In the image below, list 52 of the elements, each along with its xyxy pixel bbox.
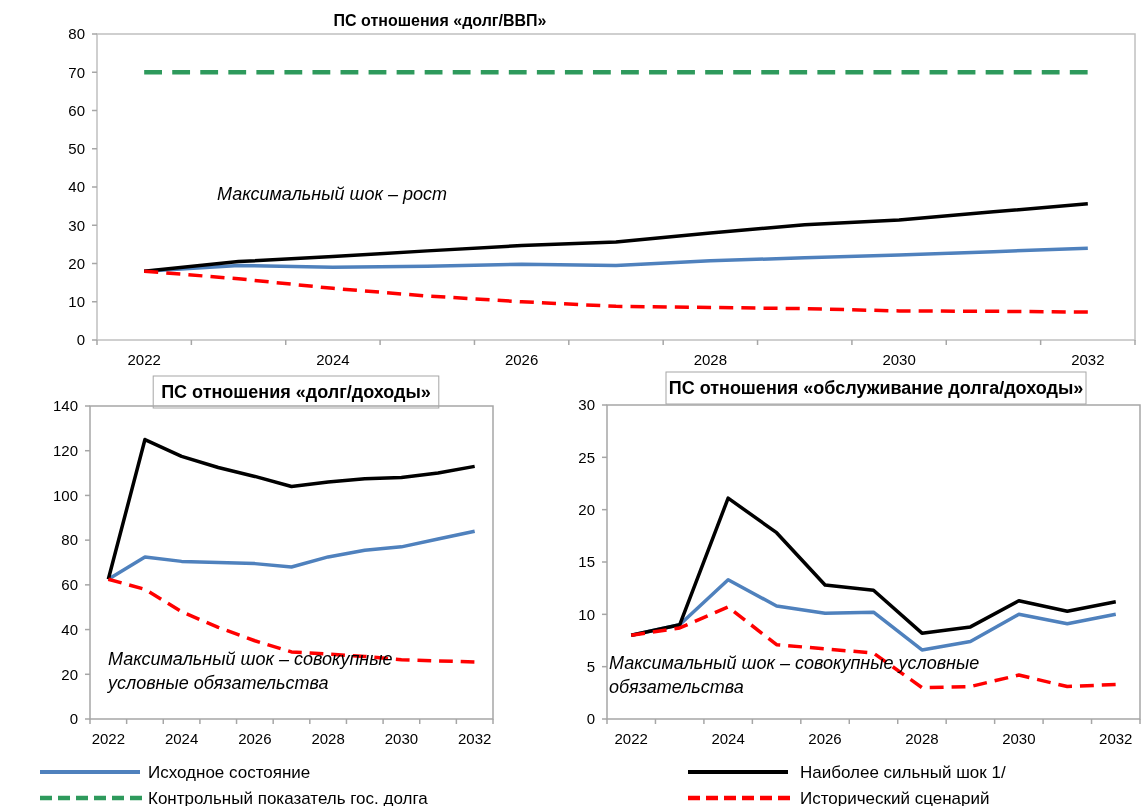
legend-label: Исходное состояние	[148, 762, 311, 782]
x-tick-label: 2022	[614, 730, 648, 747]
x-tick-label: 2030	[882, 351, 916, 368]
x-tick-label: 2032	[1099, 730, 1133, 747]
y-tick-label: 70	[68, 63, 85, 81]
x-tick-label: 2028	[905, 730, 939, 747]
y-tick-label: 30	[68, 216, 85, 234]
x-tick-label: 2024	[711, 730, 745, 747]
y-tick-label: 0	[76, 331, 85, 349]
y-tick-label: 20	[68, 254, 85, 272]
y-tick-label: 140	[52, 397, 78, 415]
y-tick-label: 120	[52, 441, 78, 459]
x-tick-label: 2022	[91, 730, 126, 747]
x-tick-label: 2030	[1002, 730, 1036, 747]
annotation: Максимальный шок – совокупные условные обязательства	[106, 649, 393, 693]
y-tick-label: 60	[61, 576, 78, 594]
x-tick-label: 2028	[693, 351, 728, 368]
y-tick-label: 0	[586, 710, 595, 728]
x-tick-label: 2028	[311, 730, 345, 747]
legend-label: Наиболее сильный шок 1/	[800, 762, 1006, 782]
y-tick-label: 80	[68, 25, 85, 43]
annotation: Максимальный шок – рост	[217, 184, 447, 204]
y-tick-label: 10	[578, 605, 595, 623]
x-tick-label: 2026	[504, 351, 539, 368]
y-tick-label: 10	[68, 293, 85, 310]
y-tick-label: 80	[61, 531, 78, 549]
line-series	[106, 437, 477, 582]
x-tick-label: 2026	[238, 730, 272, 747]
y-tick-label: 40	[61, 620, 78, 638]
x-tick-label: 2032	[457, 730, 492, 747]
y-tick-label: 15	[578, 553, 595, 571]
x-tick-label: 2032	[1071, 351, 1105, 368]
x-tick-label: 2022	[127, 351, 161, 368]
y-tick-label: 20	[578, 500, 595, 518]
line-series	[142, 269, 1090, 314]
chart-title: ПС отношения «обслуживание долга/доходы»	[668, 378, 1084, 398]
x-tick-label: 2024	[316, 351, 350, 368]
chart-title: ПС отношения «долг/ВВП»	[333, 12, 547, 29]
x-tick-label: 2026	[808, 730, 842, 747]
chart-title: ПС отношения «долг/доходы»	[161, 382, 431, 402]
y-tick-label: 100	[52, 486, 78, 504]
y-tick-label: 0	[69, 710, 78, 728]
y-tick-label: 5	[586, 657, 595, 675]
y-tick-label: 25	[578, 448, 595, 466]
y-tick-label: 50	[68, 140, 85, 157]
x-tick-label: 2024	[164, 730, 199, 747]
annotation: Максимальный шок – совокупные условные обязательства	[609, 653, 980, 697]
y-tick-label: 20	[61, 665, 78, 683]
x-tick-label: 2030	[384, 730, 419, 747]
y-tick-label: 60	[68, 101, 85, 119]
y-tick-label: 40	[68, 178, 85, 196]
y-tick-label: 30	[578, 396, 595, 414]
